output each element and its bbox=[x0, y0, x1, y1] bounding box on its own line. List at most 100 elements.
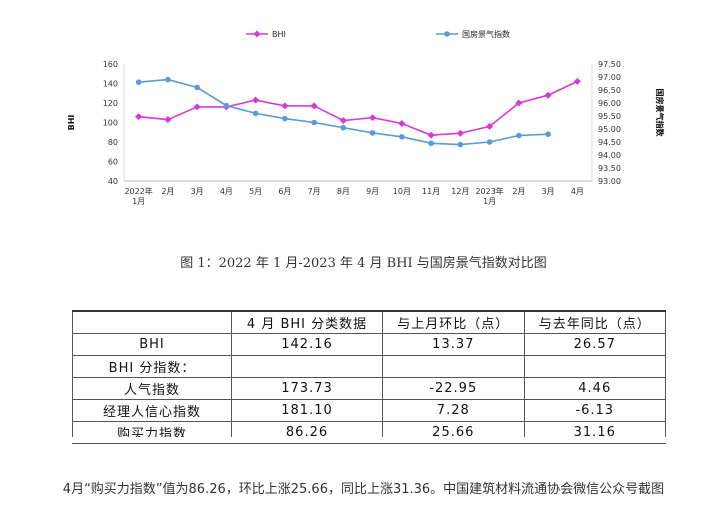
x-tick-label: 4月 bbox=[571, 187, 584, 196]
y-right-tick-label: 97.00 bbox=[598, 73, 621, 82]
table-crop-edge bbox=[70, 437, 670, 443]
bhi-data-point bbox=[544, 91, 552, 99]
housing-index-data-point bbox=[135, 79, 142, 85]
y-left-tick-label: 120 bbox=[103, 99, 118, 108]
y-right-axis-title: 国房景气指数 bbox=[655, 89, 665, 138]
y-right-tick-label: 93.50 bbox=[598, 164, 621, 173]
table-header-cell: 与上月环比（点） bbox=[382, 310, 525, 334]
bhi-data-table: 4 月 BHI 分类数据 与上月环比（点） 与去年同比（点） BHI 142.1… bbox=[72, 310, 667, 444]
table-row: 人气指数 173.73 -22.95 4.46 bbox=[72, 377, 667, 400]
legend-label: 国房景气指数 bbox=[462, 29, 510, 39]
bhi-data-point bbox=[427, 131, 435, 139]
housing-index-data-point bbox=[369, 130, 376, 136]
cell-value: -6.13 bbox=[523, 399, 667, 422]
housing-index-data-point bbox=[428, 140, 434, 147]
x-tick-label: 8月 bbox=[337, 187, 350, 196]
y-right-tick-label: 94.50 bbox=[598, 138, 621, 147]
housing-index-data-point bbox=[486, 139, 493, 145]
bhi-data-point bbox=[339, 117, 347, 125]
housing-index-data-point bbox=[457, 141, 464, 148]
legend-label: BHI bbox=[272, 30, 286, 39]
row-label: BHI 分指数： bbox=[72, 355, 232, 378]
cell-value bbox=[523, 355, 667, 378]
housing-index-data-point bbox=[223, 102, 230, 109]
cell-value: 13.37 bbox=[382, 333, 525, 356]
bhi-data-point bbox=[252, 96, 260, 104]
bhi-data-point bbox=[281, 102, 289, 110]
x-tick-label: 2月 bbox=[161, 187, 174, 196]
screenshot-footnote: 4月“购买力指数”值为86.26，环比上涨25.66，同比上涨31.36。中国建… bbox=[62, 482, 665, 497]
housing-index-data-point bbox=[545, 131, 551, 137]
x-tick-label: 11月 bbox=[422, 187, 440, 196]
y-left-tick-label: 80 bbox=[108, 138, 118, 147]
cell-value: 173.73 bbox=[230, 377, 384, 400]
table-row: BHI 142.16 13.37 26.57 bbox=[72, 333, 667, 356]
y-left-tick-label: 40 bbox=[108, 177, 118, 186]
cell-value: 7.28 bbox=[382, 399, 525, 422]
row-label: 人气指数 bbox=[72, 377, 232, 400]
y-left-tick-label: 100 bbox=[103, 119, 118, 128]
bhi-data-point bbox=[135, 113, 143, 121]
cell-value bbox=[230, 355, 384, 378]
legend-marker bbox=[253, 30, 261, 38]
table-header-cell bbox=[72, 310, 232, 334]
y-right-tick-label: 97.50 bbox=[598, 60, 621, 69]
y-left-tick-label: 160 bbox=[103, 60, 118, 69]
housing-index-data-point bbox=[340, 124, 347, 131]
housing-index-data-point bbox=[399, 134, 405, 140]
cell-value bbox=[382, 355, 525, 378]
bhi-data-point bbox=[398, 119, 406, 128]
housing-index-data-point bbox=[516, 132, 522, 139]
bhi-data-point bbox=[486, 122, 494, 130]
x-tick-label: 5月 bbox=[249, 187, 262, 196]
x-tick-label: 2023年 1月 bbox=[475, 186, 503, 206]
housing-index-data-point bbox=[252, 110, 259, 117]
y-left-tick-label: 60 bbox=[108, 158, 118, 167]
housing-index-data-point bbox=[194, 84, 200, 91]
x-tick-label: 2022年 1月 bbox=[124, 186, 152, 206]
line-chart: 40 60 80 100 120 140 160 93.00 93.50 94.00 94.50 95… bbox=[67, 29, 665, 206]
table-header-cell: 4 月 BHI 分类数据 bbox=[230, 310, 384, 334]
housing-index-data-point bbox=[282, 115, 288, 122]
row-label: BHI bbox=[72, 333, 232, 356]
x-tick-label: 3月 bbox=[542, 187, 555, 196]
series-line-bhi bbox=[138, 80, 578, 136]
table-header-cell: 与去年同比（点） bbox=[523, 310, 667, 334]
x-tick-label: 6月 bbox=[278, 187, 291, 196]
housing-index-data-point bbox=[165, 76, 171, 83]
y-right-tick-label: 94.00 bbox=[598, 151, 621, 160]
cell-value: 142.16 bbox=[230, 333, 384, 356]
bhi-data-point bbox=[164, 116, 172, 124]
cell-value: 181.10 bbox=[230, 399, 384, 422]
cell-value: 4.46 bbox=[523, 377, 667, 400]
cell-value: -22.95 bbox=[382, 377, 525, 400]
y-left-axis-title: BHI bbox=[67, 115, 76, 131]
x-tick-label: 10月 bbox=[393, 187, 411, 196]
y-right-tick-label: 95.50 bbox=[598, 112, 621, 121]
y-right-tick-label: 93.00 bbox=[598, 177, 621, 186]
figure-caption: 图 1：2022 年 1 月-2023 年 4 月 BHI 与国房景气指数对比图 bbox=[180, 256, 547, 271]
bhi-data-point bbox=[573, 77, 581, 85]
table-header-row: 4 月 BHI 分类数据 与上月环比（点） 与去年同比（点） bbox=[72, 310, 667, 334]
x-tick-label: 2月 bbox=[512, 187, 525, 196]
x-tick-label: 12月 bbox=[451, 187, 469, 196]
table-row: BHI 分指数： bbox=[72, 355, 667, 378]
table-row: 经理人信心指数 181.10 7.28 -6.13 bbox=[72, 399, 667, 422]
x-tick-label: 4月 bbox=[220, 187, 233, 196]
bhi-data-point bbox=[193, 103, 201, 111]
row-label: 经理人信心指数 bbox=[72, 399, 232, 422]
x-tick-label: 7月 bbox=[308, 187, 321, 196]
y-left-tick-label: 140 bbox=[103, 80, 118, 89]
series-line-housing-index bbox=[138, 78, 549, 146]
bhi-data-point bbox=[456, 129, 464, 137]
cell-value: 26.57 bbox=[523, 333, 667, 356]
y-right-tick-label: 96.50 bbox=[598, 86, 621, 95]
bhi-data-point bbox=[310, 102, 318, 110]
bhi-data-point bbox=[369, 114, 377, 122]
legend-marker bbox=[444, 31, 450, 37]
x-tick-label: 9月 bbox=[366, 187, 379, 196]
y-right-tick-label: 95.00 bbox=[598, 125, 621, 134]
housing-index-data-point bbox=[311, 119, 317, 126]
y-right-tick-label: 96.00 bbox=[598, 99, 621, 108]
bhi-data-point bbox=[515, 99, 523, 107]
